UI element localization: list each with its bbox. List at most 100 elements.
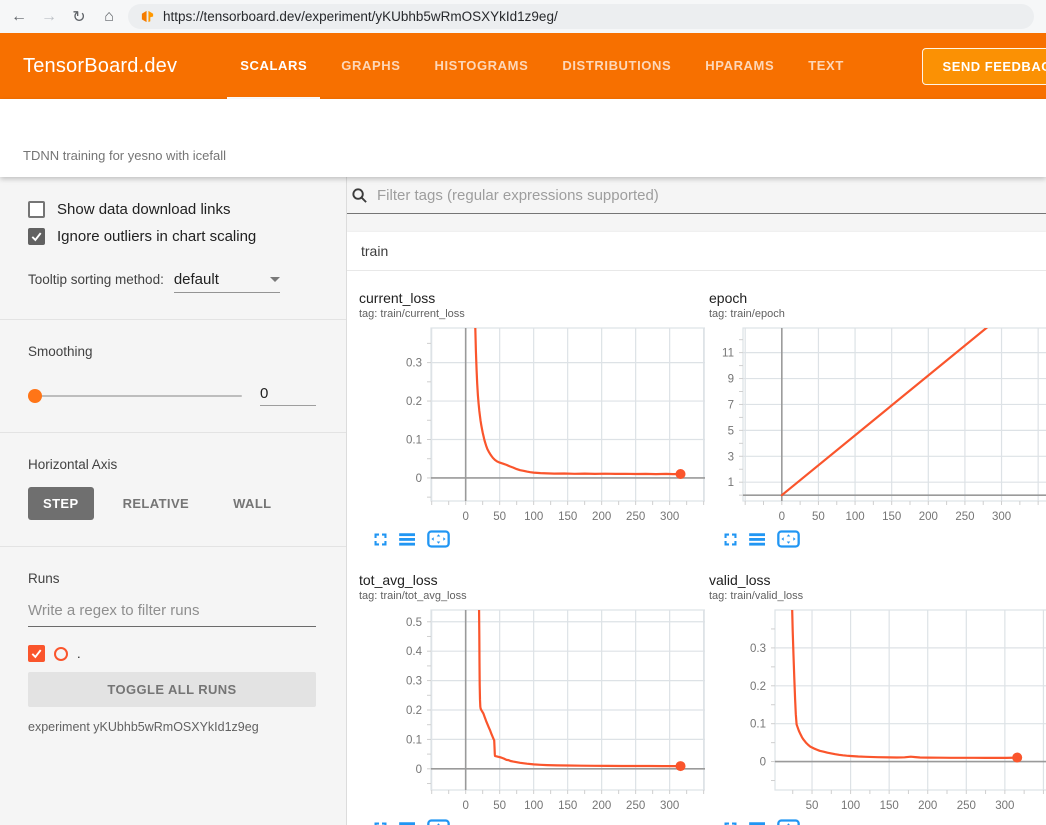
chart-actions — [359, 818, 697, 825]
run-checkbox[interactable] — [28, 645, 45, 662]
chart-card-valid-loss: valid_loss tag: train/valid_loss 5010015… — [697, 553, 1046, 825]
reload-icon[interactable]: ↻ — [68, 6, 90, 28]
app-bar: TensorBoard.dev SCALARS GRAPHS HISTOGRAM… — [0, 33, 1046, 99]
fit-domain-icon[interactable] — [777, 819, 800, 825]
smoothing-label: Smoothing — [28, 344, 316, 359]
svg-text:300: 300 — [995, 800, 1014, 812]
slider-handle[interactable] — [28, 389, 42, 403]
forward-icon: → — [38, 6, 60, 28]
chart-actions — [709, 529, 1046, 549]
section-header-train[interactable]: train — [347, 232, 1046, 271]
expand-icon[interactable] — [723, 532, 738, 547]
url-text: https://tensorboard.dev/experiment/yKUbh… — [163, 9, 558, 24]
show-download-links-checkbox[interactable]: Show data download links — [28, 201, 316, 218]
data-table-icon[interactable] — [749, 821, 766, 825]
expand-icon[interactable] — [373, 532, 388, 547]
tooltip-sorting-select[interactable]: default — [174, 271, 280, 293]
run-color-ring-icon — [54, 647, 68, 661]
search-icon — [351, 187, 368, 204]
svg-text:100: 100 — [524, 511, 543, 523]
selected-value: default — [174, 271, 219, 288]
tab-graphs[interactable]: GRAPHS — [328, 33, 413, 99]
tab-hparams[interactable]: HPARAMS — [692, 33, 787, 99]
fit-domain-icon[interactable] — [427, 819, 450, 825]
svg-text:0.1: 0.1 — [406, 434, 422, 446]
back-icon[interactable]: ← — [8, 6, 30, 28]
experiment-id: experiment yKUbhb5wRmOSXYkId1z9eg — [28, 720, 316, 734]
fit-domain-icon[interactable] — [427, 530, 450, 548]
tab-distributions[interactable]: DISTRIBUTIONS — [549, 33, 684, 99]
horizontal-axis-buttons: STEP RELATIVE WALL — [28, 487, 316, 520]
chart-canvas[interactable]: 0501001502002503001357911 — [709, 324, 1046, 529]
address-bar[interactable]: https://tensorboard.dev/experiment/yKUbh… — [128, 4, 1034, 29]
svg-text:100: 100 — [841, 800, 860, 812]
runs-label: Runs — [28, 571, 316, 586]
tooltip-sorting-label: Tooltip sorting method: — [28, 272, 164, 287]
chart-title: epoch — [709, 291, 1046, 306]
chart-tag: tag: train/epoch — [709, 308, 1046, 320]
svg-text:5: 5 — [728, 425, 734, 437]
train-section-card: train current_loss tag: train/current_lo… — [347, 232, 1046, 825]
relative-axis-button[interactable]: RELATIVE — [108, 487, 205, 520]
browser-toolbar: ← → ↻ ⌂ https://tensorboard.dev/experime… — [0, 0, 1046, 33]
svg-text:0.5: 0.5 — [406, 617, 422, 629]
wall-axis-button[interactable]: WALL — [218, 487, 286, 520]
svg-text:150: 150 — [882, 511, 901, 523]
chart-tag: tag: train/valid_loss — [709, 590, 1046, 602]
fit-domain-icon[interactable] — [777, 530, 800, 548]
checkbox-icon[interactable] — [28, 201, 45, 218]
toggle-all-runs-button[interactable]: TOGGLE ALL RUNS — [28, 672, 316, 707]
settings-sidebar: Show data download links Ignore outliers… — [0, 177, 347, 825]
experiment-description: TDNN training for yesno with icefall — [23, 148, 226, 163]
send-feedback-button[interactable]: SEND FEEDBACK — [922, 48, 1046, 85]
svg-text:0: 0 — [416, 473, 422, 485]
smoothing-value[interactable]: 0 — [260, 385, 316, 406]
svg-text:1: 1 — [728, 477, 734, 489]
svg-text:0.1: 0.1 — [406, 734, 422, 746]
svg-text:0: 0 — [416, 764, 422, 776]
data-table-icon[interactable] — [399, 532, 416, 547]
runs-filter-input[interactable] — [28, 602, 316, 627]
step-axis-button[interactable]: STEP — [28, 487, 94, 520]
chart-canvas[interactable]: 05010015020025030000.10.20.3 — [359, 324, 705, 529]
home-icon[interactable]: ⌂ — [98, 6, 120, 28]
checkbox-label: Ignore outliers in chart scaling — [57, 228, 256, 245]
expand-icon[interactable] — [373, 821, 388, 825]
tooltip-sorting-row: Tooltip sorting method: default — [28, 271, 316, 293]
tag-filter-input[interactable] — [375, 186, 1046, 205]
ignore-outliers-checkbox[interactable]: Ignore outliers in chart scaling — [28, 228, 316, 245]
tensorboard-favicon — [140, 9, 155, 24]
horizontal-axis-section: Horizontal Axis STEP RELATIVE WALL — [0, 433, 346, 547]
data-table-icon[interactable] — [399, 821, 416, 825]
svg-text:250: 250 — [626, 511, 645, 523]
svg-text:150: 150 — [558, 800, 577, 812]
tab-scalars[interactable]: SCALARS — [227, 33, 320, 99]
chart-card-epoch: epoch tag: train/epoch 05010015020025030… — [697, 271, 1046, 553]
svg-text:0: 0 — [779, 511, 785, 523]
chart-canvas[interactable]: 5010015020025030000.10.20.3 — [709, 606, 1046, 818]
svg-text:0.3: 0.3 — [406, 358, 422, 370]
svg-text:200: 200 — [918, 800, 937, 812]
svg-text:7: 7 — [728, 399, 734, 411]
svg-text:300: 300 — [660, 511, 679, 523]
svg-text:9: 9 — [728, 374, 734, 386]
svg-text:0.2: 0.2 — [750, 681, 766, 693]
checkbox-icon[interactable] — [28, 228, 45, 245]
tab-text[interactable]: TEXT — [795, 33, 857, 99]
chart-canvas[interactable]: 05010015020025030000.10.20.30.40.5 — [359, 606, 705, 818]
chart-card-tot-avg-loss: tot_avg_loss tag: train/tot_avg_loss 050… — [347, 553, 697, 825]
svg-text:100: 100 — [524, 800, 543, 812]
svg-text:0: 0 — [760, 757, 766, 769]
expand-icon[interactable] — [723, 821, 738, 825]
run-item[interactable]: . — [28, 645, 316, 662]
svg-text:3: 3 — [728, 451, 734, 463]
smoothing-slider[interactable] — [28, 395, 242, 397]
tensorboard-logo[interactable]: TensorBoard.dev — [23, 33, 177, 99]
svg-text:11: 11 — [722, 348, 734, 360]
svg-text:50: 50 — [806, 800, 819, 812]
checkbox-label: Show data download links — [57, 201, 230, 218]
nav-tabs: SCALARS GRAPHS HISTOGRAMS DISTRIBUTIONS … — [227, 33, 865, 99]
svg-text:50: 50 — [812, 511, 825, 523]
data-table-icon[interactable] — [749, 532, 766, 547]
tab-histograms[interactable]: HISTOGRAMS — [421, 33, 541, 99]
